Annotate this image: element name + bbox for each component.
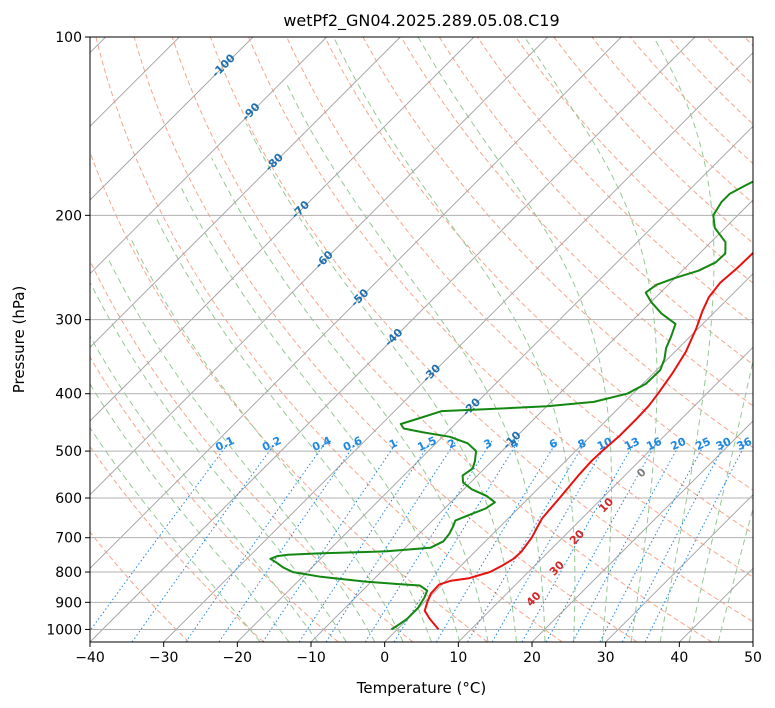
isotherm-line (90, 37, 328, 275)
isotherm-line (90, 37, 254, 201)
mixing-ratio-line (572, 440, 683, 642)
x-tick-label: −30 (149, 650, 179, 666)
dry-adiabat-line (247, 37, 753, 578)
isotherm-line (310, 199, 753, 642)
mixing-ratio-line (298, 440, 432, 642)
isotherm-line (90, 37, 696, 642)
x-tick-label: 30 (597, 650, 615, 666)
moist-adiabat-line (181, 187, 461, 642)
moist-adiabat-line (106, 256, 376, 642)
dry-adiabat-line (90, 531, 190, 642)
mixing-ratio-label: 13 (622, 435, 641, 453)
mixing-ratio-line (644, 440, 748, 642)
x-axis-title: Temperature (°C) (356, 679, 486, 697)
isotherm-line (90, 37, 475, 422)
moist-adiabat-line (90, 383, 290, 642)
x-tick-label: −40 (75, 650, 105, 666)
mixing-ratio-line (364, 440, 493, 642)
y-tick-label: 100 (55, 30, 82, 46)
isotherm-line (457, 346, 753, 642)
sounding-lines (269, 180, 753, 631)
mixing-ratio-label: 16 (644, 435, 664, 453)
x-tick-label: 40 (670, 650, 688, 666)
mixing-ratio-line (131, 440, 278, 642)
x-tick-label: 20 (523, 650, 541, 666)
mixing-ratio-label: 10 (595, 435, 615, 453)
y-tick-label: 800 (55, 565, 82, 581)
y-axis: 100 200 300 400 500 600 700 800 900 1000 (46, 30, 90, 638)
mixing-ratio-line (262, 440, 399, 642)
dry-adiabat-line (171, 37, 712, 642)
moist-adiabat-line (245, 123, 517, 642)
dry-adiabat-line (476, 37, 753, 325)
y-tick-label: 1000 (46, 622, 82, 638)
isotherm-line (384, 272, 753, 642)
plot-area (90, 37, 753, 642)
mixing-ratio-label: 36 (735, 435, 755, 453)
moist-adiabat-line (653, 37, 715, 642)
dry-adiabat-line (286, 37, 753, 534)
isotherm-line (163, 51, 753, 642)
isotherm-line (90, 37, 401, 349)
moist-adiabat-line (90, 335, 319, 642)
dewpoint-line (269, 180, 753, 631)
y-tick-label: 200 (55, 208, 82, 224)
y-tick-label: 600 (55, 491, 82, 507)
y-tick-label: 300 (55, 313, 82, 329)
moist-adiabat-line (130, 239, 404, 642)
moist-adiabat-line (524, 37, 658, 642)
mixing-ratio-label: 30 (714, 435, 734, 453)
mixing-ratio-line (90, 440, 231, 632)
mixing-ratio-label: 25 (693, 435, 712, 453)
y-tick-label: 500 (55, 444, 82, 460)
moist-adiabat-line (417, 37, 612, 642)
x-tick-label: 50 (744, 650, 762, 666)
background-lines (90, 37, 753, 642)
mixing-ratio-line (545, 440, 659, 642)
mixing-ratio-line (185, 440, 328, 642)
mixing-ratio-line (435, 440, 558, 642)
moist-adiabat-line (688, 357, 753, 642)
isotherm-line (531, 420, 753, 642)
mixing-ratio-line (325, 440, 457, 642)
dry-adiabat-line (514, 37, 753, 284)
x-axis: −40 −30 −20 −10 0 10 20 30 40 50 (75, 642, 762, 666)
moist-adiabat-line (90, 426, 261, 642)
chart-title: wetPf2_GN04.2025.289.05.08.C19 (283, 11, 559, 31)
moist-adiabat-line (286, 83, 546, 642)
x-tick-label: 0 (380, 650, 389, 666)
y-tick-label: 400 (55, 387, 82, 403)
y-axis-title: Pressure (hPa) (10, 286, 28, 394)
dry-adiabat-line (324, 37, 753, 491)
mixing-ratio-line (467, 440, 587, 642)
y-tick-label: 700 (55, 531, 82, 547)
moist-adiabat-line (717, 506, 753, 642)
moist-adiabat-line (90, 281, 347, 642)
y-tick-label: 900 (55, 595, 82, 611)
dry-adiabat-line (400, 37, 753, 407)
temperature-line (423, 251, 753, 631)
dry-adiabat-line (133, 37, 638, 642)
x-tick-label: 10 (449, 650, 467, 666)
isotherm-line (236, 125, 753, 642)
plot-frame (89, 36, 754, 643)
moist-adiabat-line (154, 215, 432, 642)
mixing-ratio-line (491, 440, 609, 642)
x-tick-label: −10 (296, 650, 326, 666)
mixing-ratio-line (521, 440, 637, 642)
x-tick-label: −20 (223, 650, 253, 666)
mixing-ratio-label: 20 (669, 435, 689, 453)
dry-adiabat-line (90, 259, 414, 642)
isotherm-line (90, 37, 622, 570)
isotherm-line (90, 37, 549, 496)
isotherm-line (605, 493, 753, 642)
